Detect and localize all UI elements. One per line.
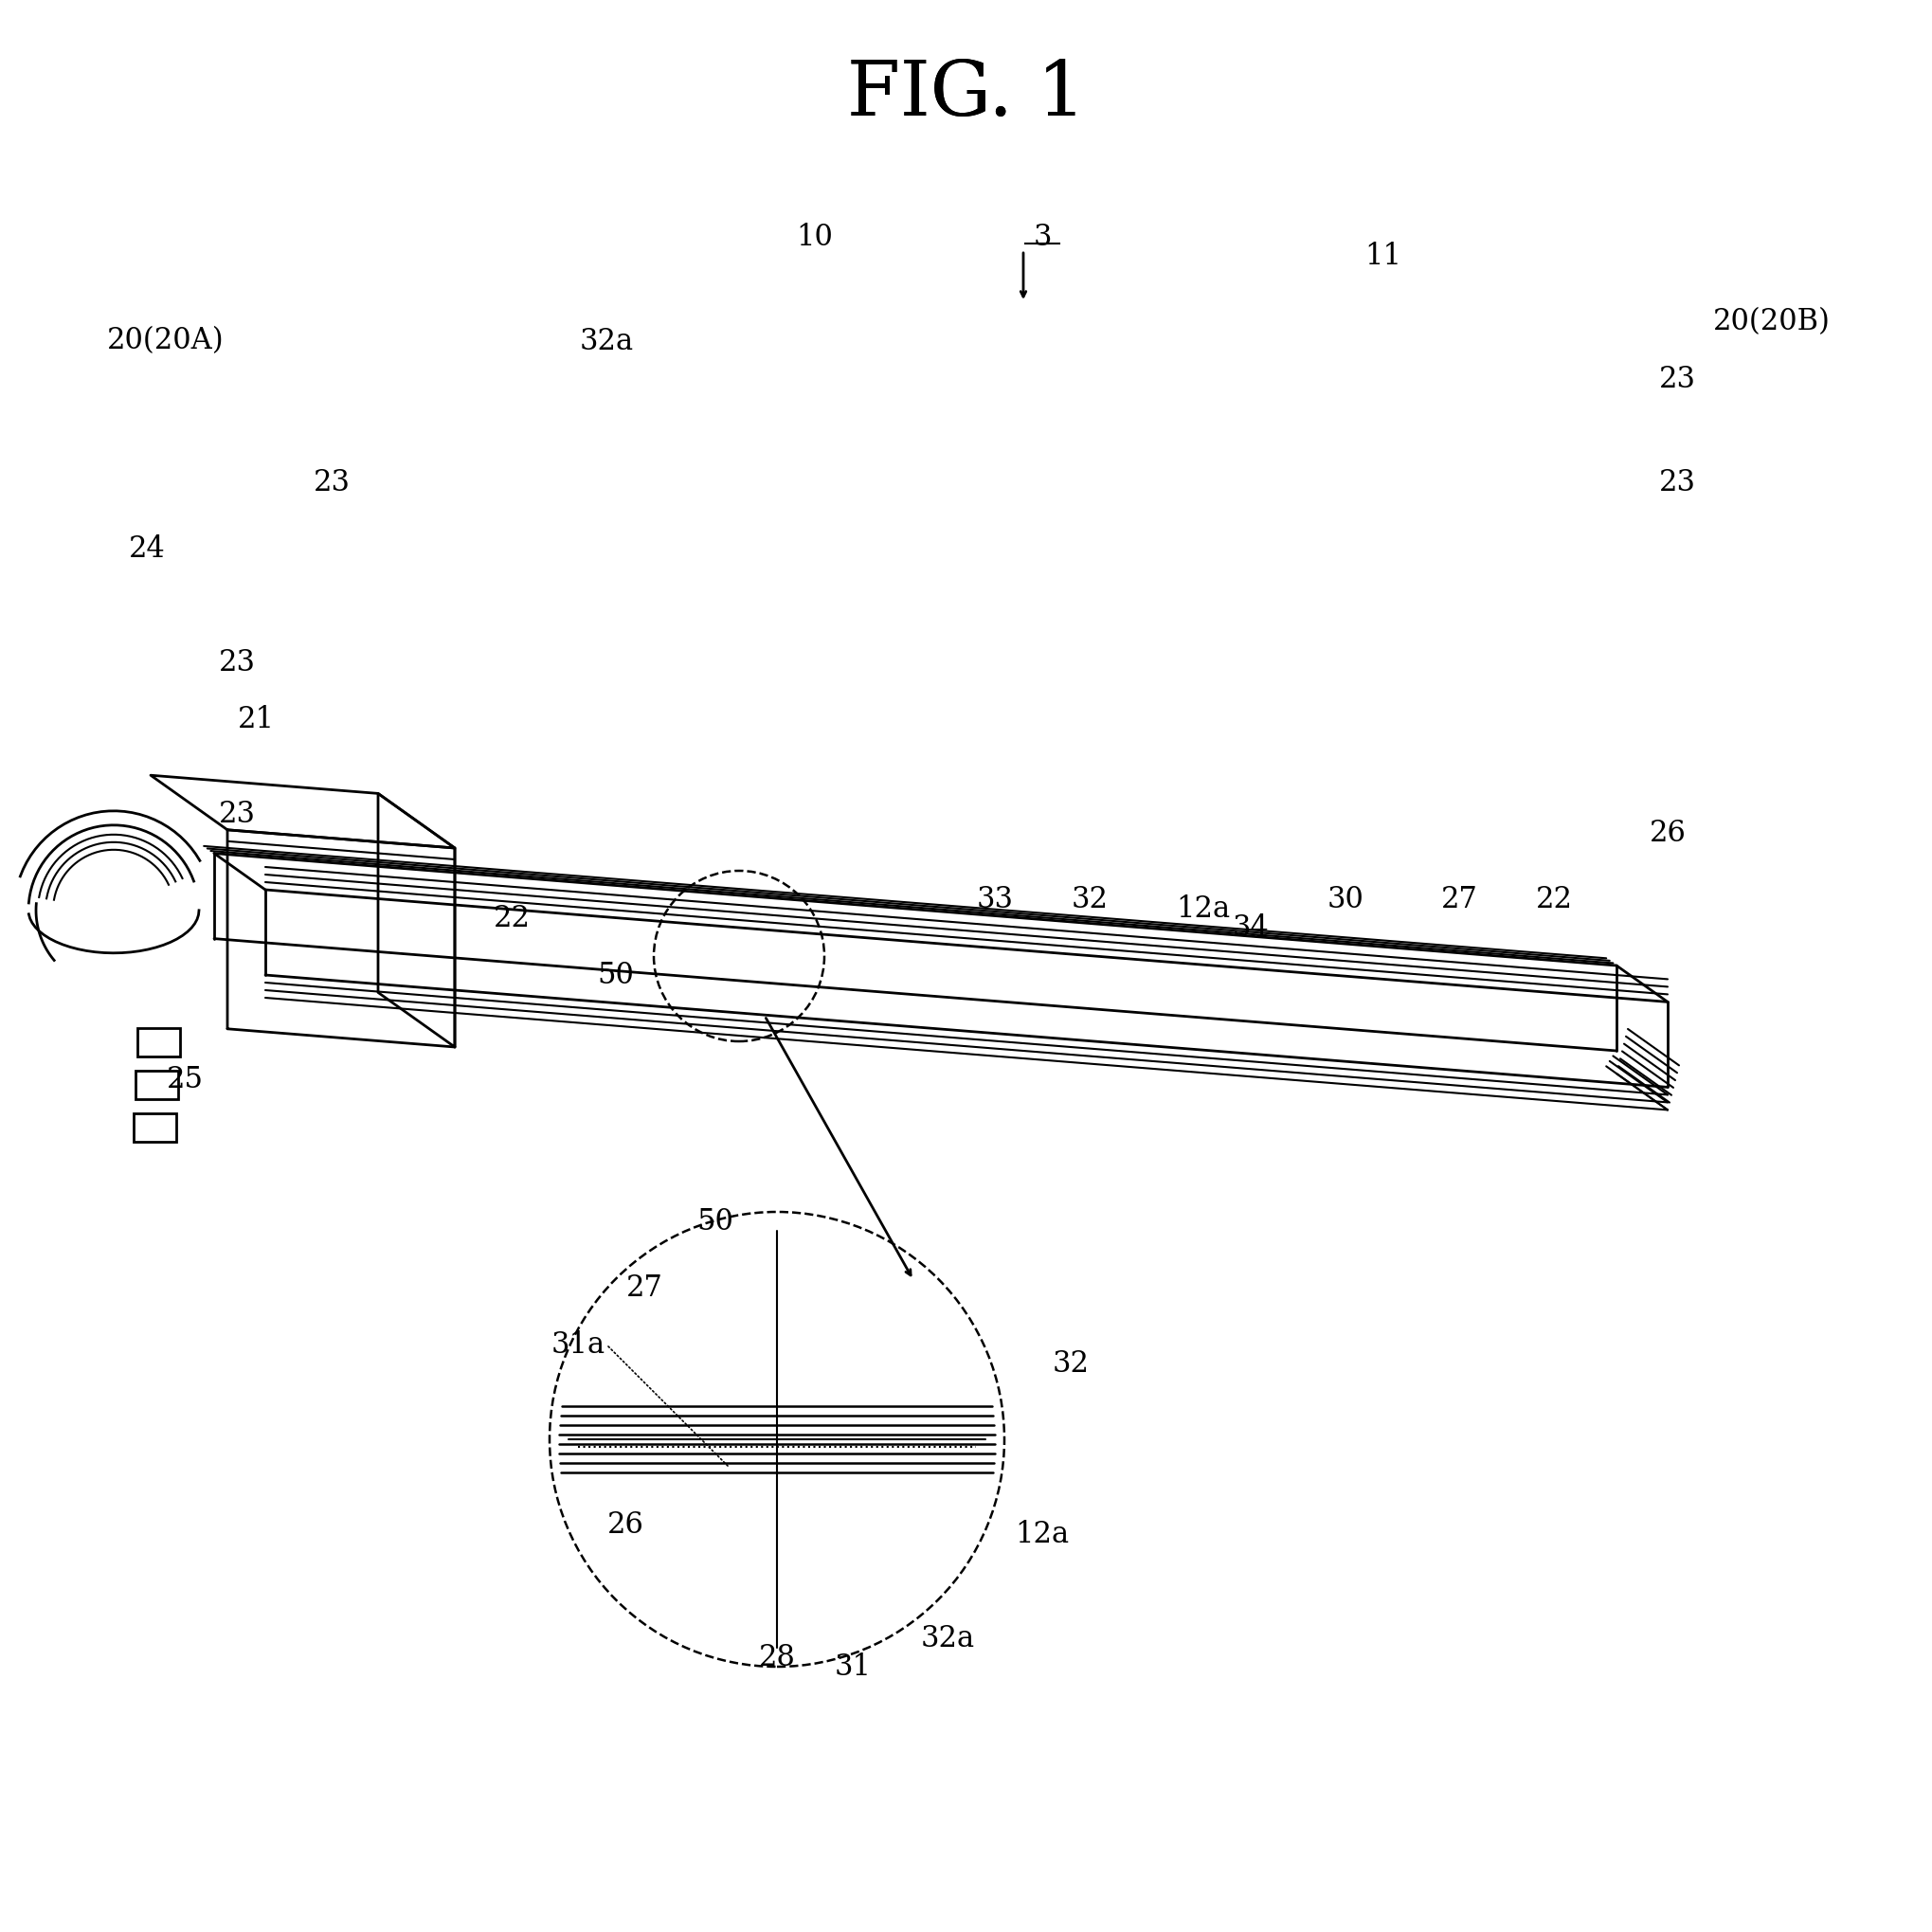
- Text: 50: 50: [697, 1208, 734, 1236]
- Text: 32a: 32a: [580, 327, 634, 355]
- Text: 50: 50: [597, 960, 634, 989]
- Text: 20(20A): 20(20A): [106, 327, 224, 355]
- Text: 34: 34: [1233, 914, 1269, 943]
- Text: 23: 23: [313, 468, 350, 498]
- Text: 23: 23: [218, 649, 255, 678]
- Text: 23: 23: [218, 800, 255, 829]
- Text: 12a: 12a: [1014, 1520, 1068, 1549]
- Text: 12a: 12a: [1177, 895, 1231, 923]
- Text: 25: 25: [166, 1065, 203, 1094]
- Text: 31a: 31a: [551, 1329, 605, 1360]
- Text: 26: 26: [607, 1511, 643, 1540]
- Text: 22: 22: [1534, 885, 1571, 914]
- Text: 32: 32: [1070, 885, 1107, 914]
- Text: 10: 10: [796, 222, 833, 251]
- Text: 27: 27: [626, 1273, 663, 1302]
- Text: 23: 23: [1658, 468, 1694, 498]
- Text: 33: 33: [976, 885, 1012, 914]
- Text: FIG. 1: FIG. 1: [846, 58, 1086, 131]
- Text: FIG. 1: FIG. 1: [846, 58, 1086, 131]
- Text: 23: 23: [1658, 363, 1694, 394]
- Text: 20(20B): 20(20B): [1712, 307, 1830, 336]
- Text: 21: 21: [238, 705, 274, 734]
- Text: 31: 31: [835, 1652, 871, 1681]
- Text: 11: 11: [1364, 242, 1401, 270]
- Text: 32a: 32a: [920, 1623, 974, 1654]
- Text: 22: 22: [493, 904, 529, 933]
- Text: 26: 26: [1648, 819, 1685, 848]
- Text: 30: 30: [1327, 885, 1364, 914]
- Text: 24: 24: [128, 535, 164, 564]
- Text: 27: 27: [1439, 885, 1476, 914]
- Text: 28: 28: [757, 1642, 794, 1671]
- Text: 32: 32: [1051, 1349, 1088, 1378]
- Text: 3: 3: [1032, 222, 1051, 251]
